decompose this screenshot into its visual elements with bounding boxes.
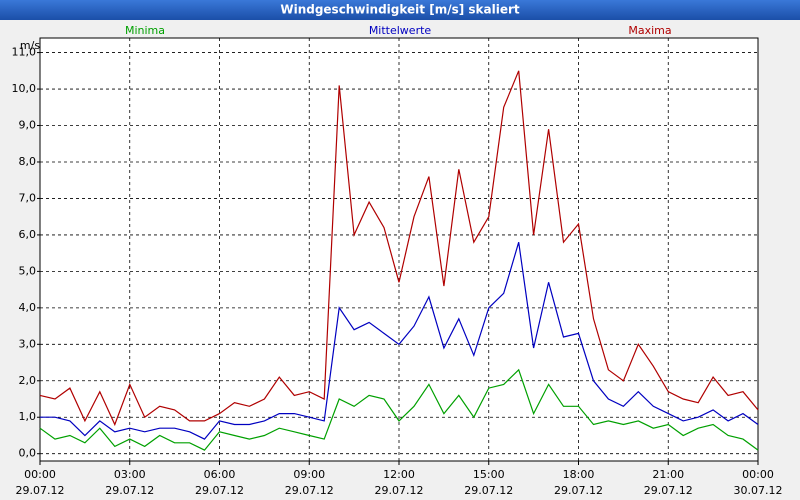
x-tick-date: 29.07.12 xyxy=(644,484,693,497)
x-tick-label: 00:00 xyxy=(24,468,56,481)
y-tick-label: 8,0 xyxy=(19,155,37,168)
x-tick-label: 15:00 xyxy=(473,468,505,481)
x-tick-label: 06:00 xyxy=(204,468,236,481)
x-tick-label: 12:00 xyxy=(383,468,415,481)
y-tick-label: 5,0 xyxy=(19,264,37,277)
legend-entry: Minima xyxy=(125,24,165,37)
chart-title: Windgeschwindigkeit [m/s] skaliert xyxy=(280,3,520,17)
y-tick-label: 9,0 xyxy=(19,119,37,132)
series-line xyxy=(39,70,759,427)
legend-entry: Maxima xyxy=(628,24,671,37)
legend-entry: Mittelwerte xyxy=(369,24,432,37)
x-tick-date: 29.07.12 xyxy=(285,484,334,497)
series-line xyxy=(40,242,759,440)
x-tick-date: 30.07.12 xyxy=(734,484,783,497)
y-tick-label: 10,0 xyxy=(12,82,37,95)
x-tick-label: 21:00 xyxy=(652,468,684,481)
y-tick-label: 6,0 xyxy=(19,228,37,241)
y-tick-label: 4,0 xyxy=(19,301,37,314)
y-tick-label: 11,0 xyxy=(12,46,37,59)
y-tick-label: 7,0 xyxy=(19,191,37,204)
x-tick-label: 03:00 xyxy=(114,468,146,481)
x-tick-date: 29.07.12 xyxy=(375,484,424,497)
y-tick-label: 0,0 xyxy=(19,447,37,460)
x-tick-date: 29.07.12 xyxy=(195,484,244,497)
x-tick-date: 29.07.12 xyxy=(105,484,154,497)
x-tick-label: 00:00 xyxy=(742,468,774,481)
series-line xyxy=(39,368,759,451)
y-tick-label: 1,0 xyxy=(19,410,37,423)
x-tick-date: 29.07.12 xyxy=(464,484,513,497)
x-tick-label: 09:00 xyxy=(293,468,325,481)
x-tick-label: 18:00 xyxy=(563,468,595,481)
y-tick-label: 2,0 xyxy=(19,374,37,387)
y-tick-label: 3,0 xyxy=(19,337,37,350)
x-tick-date: 29.07.12 xyxy=(16,484,65,497)
title-bar xyxy=(0,0,800,20)
x-tick-date: 29.07.12 xyxy=(554,484,603,497)
y-unit: m/s xyxy=(20,39,40,52)
